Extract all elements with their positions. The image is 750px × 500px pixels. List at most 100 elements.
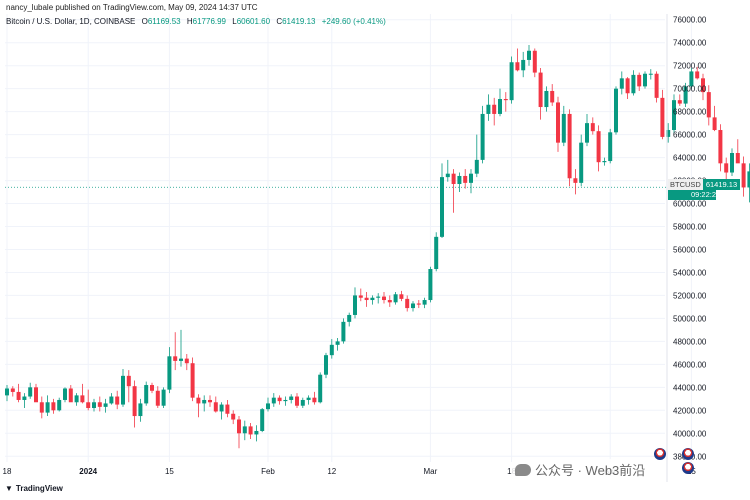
candle-body xyxy=(202,399,207,404)
candle-body xyxy=(138,403,143,417)
candle xyxy=(735,139,740,164)
candle xyxy=(689,67,694,89)
candle-body xyxy=(405,298,410,309)
candle-body xyxy=(97,402,102,407)
x-tick-label: 18 xyxy=(3,467,12,476)
candle-body xyxy=(358,295,363,298)
candles xyxy=(5,45,750,449)
candle-body xyxy=(132,386,137,417)
brand-name: TradingView xyxy=(15,484,63,493)
candle-body xyxy=(318,374,323,403)
candle-body xyxy=(237,419,241,434)
candle xyxy=(660,89,665,140)
candle-body xyxy=(260,409,265,431)
candle-body xyxy=(434,236,439,270)
candle-body xyxy=(521,59,526,71)
candle xyxy=(358,288,363,302)
legend-open: 61169.53 xyxy=(147,17,181,26)
legend-low: 60601.60 xyxy=(236,17,271,26)
candle xyxy=(393,291,398,305)
us-flag-icon[interactable] xyxy=(654,448,666,460)
candle xyxy=(701,73,705,101)
candle-body xyxy=(550,90,555,103)
candle-body xyxy=(231,413,236,420)
candle-body xyxy=(63,388,67,400)
candle-body xyxy=(312,397,317,403)
candle-body xyxy=(382,296,386,301)
candle-body xyxy=(45,402,50,413)
candle xyxy=(16,383,21,403)
candle-body xyxy=(103,403,108,407)
candle xyxy=(213,396,218,413)
tradingview-logo-icon: ▼ xyxy=(5,484,13,493)
candle xyxy=(445,159,450,182)
x-tick-label: 12 xyxy=(327,467,336,476)
candle xyxy=(741,156,746,197)
candle xyxy=(672,94,676,134)
legend-symbol: Bitcoin / U.S. Dollar, 1D, COINBASE xyxy=(6,17,136,26)
candle-body xyxy=(219,404,224,412)
candle-body xyxy=(538,72,543,108)
us-flag-icon[interactable] xyxy=(682,462,694,474)
candle xyxy=(190,357,195,402)
x-tick-label: 18 xyxy=(507,467,516,476)
candle xyxy=(683,82,688,108)
x-tick-label: Mar xyxy=(424,467,438,476)
candle xyxy=(428,266,433,303)
candle xyxy=(602,157,607,166)
candle xyxy=(498,88,502,117)
candle xyxy=(318,372,323,404)
candle xyxy=(515,48,520,72)
candle-body xyxy=(34,387,38,403)
candle xyxy=(266,397,270,412)
candle-body xyxy=(57,399,62,411)
candle xyxy=(341,318,346,344)
candle xyxy=(5,385,9,402)
candle-body xyxy=(121,375,125,405)
candle-body xyxy=(295,396,299,406)
candle xyxy=(34,383,38,403)
candle-body xyxy=(631,74,636,94)
candle-body xyxy=(225,404,230,414)
y-tick-label: 74000.00 xyxy=(673,39,707,48)
x-tick-label: Feb xyxy=(261,467,275,476)
last-price-badge: BTCUSD 61419.13 09:22:22 xyxy=(668,179,741,200)
candle-body xyxy=(184,358,189,364)
candle-body xyxy=(213,402,218,412)
candle xyxy=(324,352,328,379)
candle xyxy=(532,48,537,78)
candle xyxy=(538,67,543,120)
candle xyxy=(115,390,120,410)
candle xyxy=(387,295,392,307)
candle xyxy=(422,297,427,309)
candle xyxy=(289,394,294,404)
candle-body xyxy=(561,113,566,143)
candle-body xyxy=(300,399,305,406)
candle-body xyxy=(637,74,642,87)
candle-body xyxy=(573,178,578,183)
candle-body xyxy=(498,99,502,114)
tradingview-brand[interactable]: ▼ TradingView xyxy=(5,484,63,493)
candle xyxy=(509,56,514,104)
candle xyxy=(312,391,317,405)
candle xyxy=(138,398,143,422)
candle-body xyxy=(208,399,212,403)
us-flag-icon[interactable] xyxy=(682,448,694,460)
candle xyxy=(631,70,636,96)
candle-body xyxy=(567,113,572,179)
candle xyxy=(68,385,73,403)
candle-body xyxy=(173,356,178,361)
candle xyxy=(248,422,253,440)
candle xyxy=(242,420,247,441)
watermark: 公众号 · Web3前沿 xyxy=(512,459,649,480)
candle-body xyxy=(115,396,120,405)
candle-body xyxy=(602,161,607,163)
badge-price: 61419.13 xyxy=(702,179,741,190)
candle xyxy=(712,105,717,132)
candle xyxy=(92,398,96,412)
candle xyxy=(335,337,340,351)
candle xyxy=(747,163,750,203)
candle-body xyxy=(590,123,595,132)
legend-change: +249.60 (+0.41%) xyxy=(321,17,386,26)
